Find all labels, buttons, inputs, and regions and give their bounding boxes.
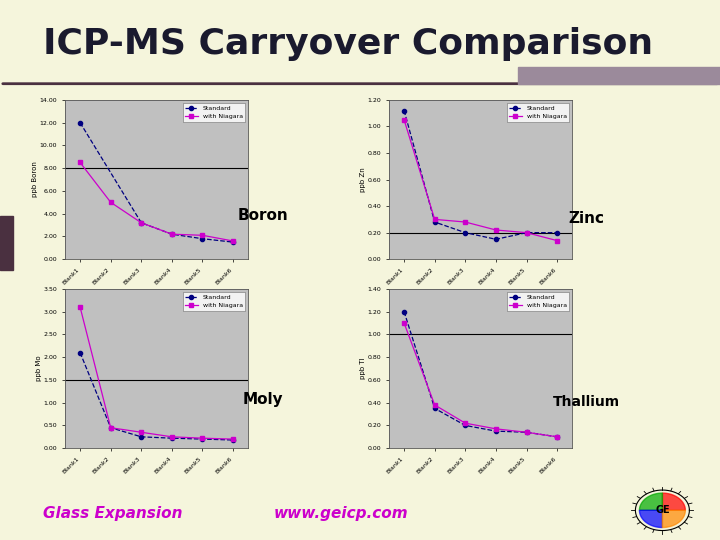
Y-axis label: ppb Boron: ppb Boron bbox=[32, 161, 38, 198]
Text: Boron: Boron bbox=[238, 208, 288, 224]
Legend: Standard, with Niagara: Standard, with Niagara bbox=[507, 292, 570, 311]
Text: Zinc: Zinc bbox=[569, 211, 605, 226]
Y-axis label: ppb Mo: ppb Mo bbox=[36, 356, 42, 381]
Text: Moly: Moly bbox=[243, 392, 283, 407]
Text: www.geicp.com: www.geicp.com bbox=[274, 507, 408, 522]
Polygon shape bbox=[662, 493, 685, 510]
Y-axis label: ppb Zn: ppb Zn bbox=[360, 167, 366, 192]
Text: Thallium: Thallium bbox=[553, 395, 621, 409]
Text: Glass Expansion: Glass Expansion bbox=[43, 507, 183, 522]
Text: ICP-MS Carryover Comparison: ICP-MS Carryover Comparison bbox=[43, 27, 653, 61]
Text: GE: GE bbox=[655, 505, 670, 515]
Legend: Standard, with Niagara: Standard, with Niagara bbox=[507, 103, 570, 122]
Polygon shape bbox=[639, 510, 662, 528]
Polygon shape bbox=[662, 510, 685, 528]
Legend: Standard, with Niagara: Standard, with Niagara bbox=[183, 292, 246, 311]
Y-axis label: ppb Tl: ppb Tl bbox=[360, 357, 366, 380]
Polygon shape bbox=[639, 493, 662, 510]
Legend: Standard, with Niagara: Standard, with Niagara bbox=[183, 103, 246, 122]
